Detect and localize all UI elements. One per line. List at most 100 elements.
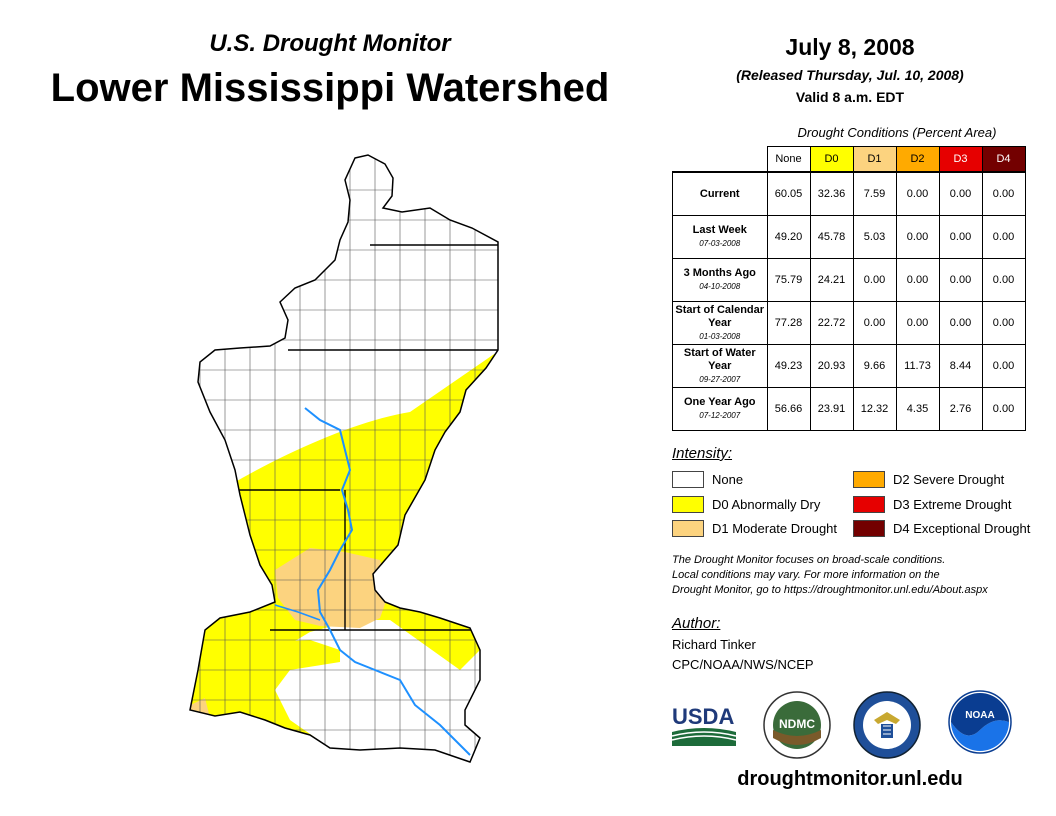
table-cell: 0.00 [938, 301, 983, 345]
map-subtitle: U.S. Drought Monitor [209, 30, 451, 57]
table-row: 3 Months Ago 04-10-2008 75.79 24.21 0.00 … [672, 258, 1026, 302]
release-date: (Released Thursday, Jul. 10, 2008) [736, 67, 964, 83]
table-cell: 0.00 [895, 301, 940, 345]
table-cell: 75.79 [766, 258, 811, 302]
table-cell: 23.91 [809, 387, 854, 431]
legend-swatch [672, 496, 704, 513]
table-cell: 0.00 [852, 301, 897, 345]
table-row: Last Week 07-03-2008 49.20 45.78 5.03 0.0… [672, 215, 1026, 259]
usdoc-seal [853, 691, 921, 759]
note-line: The Drought Monitor focuses on broad-sca… [672, 554, 946, 566]
legend-label: D1 Moderate Drought [712, 521, 838, 536]
disclaimer-note: The Drought Monitor focuses on broad-sca… [672, 553, 1042, 598]
row-label: Start of Water Year 09-27-2007 [672, 344, 768, 388]
d1-area-southwest [190, 698, 210, 750]
note-line[interactable]: Drought Monitor, go to https://droughtmo… [672, 584, 988, 596]
table-cell: 32.36 [809, 171, 854, 216]
table-cell: 0.00 [938, 215, 983, 259]
table-cell: 45.78 [809, 215, 854, 259]
table-cell: 49.23 [766, 344, 811, 388]
col-header-d4: D4 [981, 146, 1026, 173]
legend-label: D4 Exceptional Drought [893, 521, 1031, 536]
table-cell: 0.00 [981, 301, 1026, 345]
watershed-outline [189, 154, 499, 763]
row-label: Current [672, 171, 768, 216]
author-org: CPC/NOAA/NWS/NCEP [672, 657, 814, 672]
col-header-d1: D1 [852, 146, 897, 173]
ndmc-logo-text: NDMC [779, 717, 815, 731]
legend-swatch [672, 520, 704, 537]
row-label: Last Week 07-03-2008 [672, 215, 768, 259]
conditions-caption: Drought Conditions (Percent Area) [797, 125, 997, 140]
table-cell: 49.20 [766, 215, 811, 259]
col-header-none: None [766, 146, 811, 173]
legend-item-d2: D2 Severe Drought [853, 471, 1004, 488]
noaa-logo: NOAA [948, 690, 1012, 754]
table-cell: 0.00 [852, 258, 897, 302]
table-cell: 9.66 [852, 344, 897, 388]
table-cell: 7.59 [852, 171, 897, 216]
drought-map [189, 154, 499, 763]
legend-item-d1: D1 Moderate Drought [672, 520, 837, 537]
legend-swatch [672, 471, 704, 488]
table-row: Start of Calendar Year 01-03-2008 77.28 2… [672, 301, 1026, 345]
col-header-d2: D2 [895, 146, 940, 173]
map-date: July 8, 2008 [785, 34, 915, 60]
legend-swatch [853, 520, 885, 537]
drought-conditions-table: None D0 D1 D2 D3 D4 Current 60.05 32.36 … [672, 146, 1026, 431]
table-cell: 0.00 [895, 215, 940, 259]
legend-item-d3: D3 Extreme Drought [853, 496, 1012, 513]
mississippi-river [304, 407, 471, 756]
legend-label: D2 Severe Drought [893, 472, 1005, 487]
table-cell: 24.21 [809, 258, 854, 302]
legend-label: D0 Abnormally Dry [712, 497, 821, 512]
note-line: Local conditions may vary. For more info… [672, 569, 940, 581]
legend-item-d4: D4 Exceptional Drought [853, 520, 1030, 537]
table-cell: 4.35 [895, 387, 940, 431]
author-title: Author: [672, 615, 721, 632]
table-cell: 0.00 [981, 171, 1026, 216]
valid-time: Valid 8 a.m. EDT [795, 89, 905, 105]
col-header-d0: D0 [809, 146, 854, 173]
website-link[interactable]: droughtmonitor.unl.edu [737, 768, 963, 790]
row-label: 3 Months Ago 04-10-2008 [672, 258, 768, 302]
table-cell: 12.32 [852, 387, 897, 431]
table-row: One Year Ago 07-12-2007 56.66 23.91 12.32… [672, 387, 1026, 431]
table-cell: 2.76 [938, 387, 983, 431]
table-row: Start of Water Year 09-27-2007 49.23 20.9… [672, 344, 1026, 388]
legend-label: None [712, 472, 744, 487]
table-cell: 0.00 [938, 171, 983, 216]
table-cell: 11.73 [895, 344, 940, 388]
legend-swatch [853, 496, 885, 513]
table-cell: 56.66 [766, 387, 811, 431]
noaa-logo-text: NOAA [965, 710, 994, 721]
row-label: One Year Ago 07-12-2007 [672, 387, 768, 431]
table-cell: 77.28 [766, 301, 811, 345]
table-cell: 0.00 [981, 387, 1026, 431]
table-row: Current 60.05 32.36 7.59 0.00 0.00 0.00 [672, 171, 1026, 216]
legend-item-none: None [672, 471, 743, 488]
table-cell: 22.72 [809, 301, 854, 345]
table-cell: 0.00 [981, 344, 1026, 388]
d1-area-central [275, 548, 390, 628]
table-cell: 20.93 [809, 344, 854, 388]
ndmc-logo: NDMC [763, 691, 831, 759]
table-cell: 5.03 [852, 215, 897, 259]
table-cell: 0.00 [895, 171, 940, 216]
table-cell: 0.00 [981, 258, 1026, 302]
table-cell: 0.00 [938, 258, 983, 302]
red-river [274, 604, 321, 621]
legend-title: Intensity: [672, 445, 733, 462]
usda-logo-text: USDA [672, 704, 734, 729]
legend-item-d0: D0 Abnormally Dry [672, 496, 820, 513]
table-cell: 60.05 [766, 171, 811, 216]
legend-swatch [853, 471, 885, 488]
d0-area-central [190, 350, 498, 715]
state-boundaries [225, 244, 498, 631]
table-cell: 0.00 [895, 258, 940, 302]
usda-logo: USDA [671, 704, 737, 746]
col-header-d3: D3 [938, 146, 983, 173]
table-cell: 0.00 [981, 215, 1026, 259]
table-cell: 8.44 [938, 344, 983, 388]
legend-label: D3 Extreme Drought [893, 497, 1012, 512]
